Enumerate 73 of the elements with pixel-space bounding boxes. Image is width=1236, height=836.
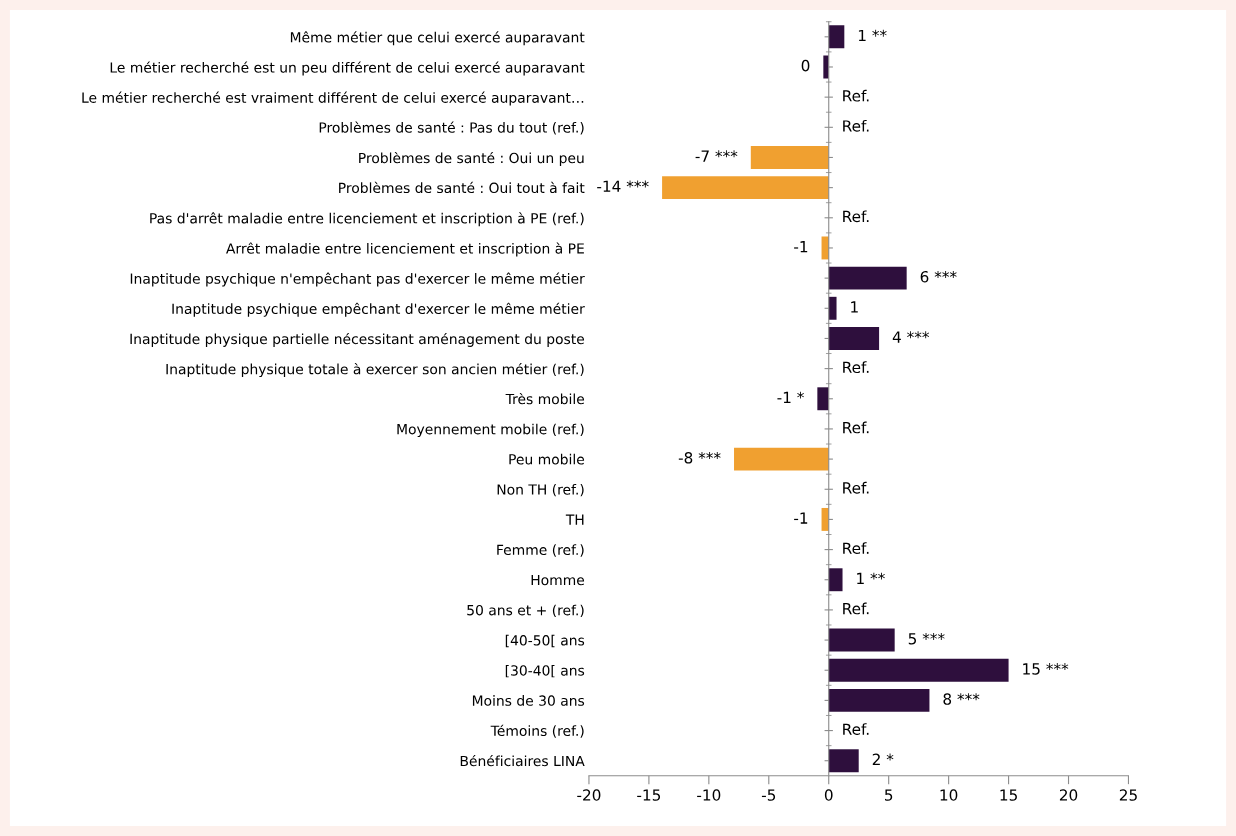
x-tick-label: 0 — [824, 789, 833, 801]
y-tick-label: Peu mobile — [509, 453, 585, 465]
y-tick-label: Femme (ref.) — [497, 544, 584, 557]
x-tick-label: 20 — [1059, 789, 1078, 801]
data-label: 1 ** — [858, 29, 887, 42]
data-label: -8 *** — [678, 451, 721, 464]
y-tick-label: [40-50[ ans — [505, 634, 585, 648]
data-label: 8 *** — [943, 693, 980, 705]
data-label: 1 — [851, 301, 858, 313]
text: Ref. — [843, 89, 869, 102]
x-tick-label: 10 — [940, 789, 958, 801]
y-tick-label: Problèmes de santé : Oui un peu — [359, 151, 584, 166]
data-label: -1 * — [777, 391, 804, 403]
x-tick-label: 25 — [1119, 789, 1137, 801]
text: Ref. — [843, 119, 869, 132]
y-tick-label: Bénéficiaires LINA — [460, 754, 585, 767]
y-tick-label: TH — [565, 514, 584, 525]
y-tick-label: Problèmes de santé : Pas du tout (ref.) — [319, 121, 584, 135]
y-tick-label: Problèmes de santé : Oui tout à fait — [339, 181, 585, 194]
y-tick-label: Très mobile — [505, 392, 585, 405]
y-tick-label: Moyennement mobile (ref.) — [397, 423, 584, 438]
bar — [828, 568, 843, 592]
data-label: -1 — [794, 241, 808, 253]
bar — [828, 326, 880, 350]
bar — [734, 447, 829, 471]
text: Ref. — [843, 361, 869, 374]
y-tick-label: Inaptitude psychique n'empêchant pas d'exercer le même métier — [130, 272, 585, 287]
x-tick-label: -15 — [637, 789, 661, 801]
y-tick-label: Non TH (ref.) — [497, 483, 584, 497]
data-label: 0 — [801, 59, 810, 72]
x-tick-label: 15 — [1000, 789, 1017, 801]
text: Ref. — [843, 421, 869, 434]
bar — [828, 658, 1009, 682]
text: Ref. — [843, 481, 869, 494]
text: Ref. — [843, 542, 869, 555]
bar — [662, 176, 829, 200]
y-tick-label: Arrêt maladie entre licenciement et inscription à PE — [226, 242, 584, 257]
data-label: 2 * — [872, 753, 894, 765]
bar — [828, 266, 907, 290]
data-label: 1 ** — [857, 572, 885, 584]
bar — [828, 25, 845, 49]
y-tick-label: Témoins (ref.) — [490, 724, 584, 738]
data-label: -1 — [794, 512, 808, 524]
y-tick-label: Moins de 30 ans — [472, 695, 585, 706]
y-tick-label: Le métier recherché est un peu différent de celui exercé auparavant — [110, 61, 585, 76]
data-label: 4 *** — [892, 331, 930, 343]
x-tick-label: -10 — [697, 789, 721, 801]
bar — [828, 296, 837, 320]
y-tick-label: Le métier recherché est vraiment différent de celui exercé auparavant… — [82, 91, 584, 106]
data-label: 6 *** — [920, 271, 957, 283]
y-tick-label: Inaptitude physique partielle nécessitant aménagement du poste — [130, 332, 585, 347]
y-tick-label: Homme — [531, 574, 585, 586]
text: Ref. — [843, 210, 869, 223]
bar — [750, 146, 829, 169]
x-tick-label: -5 — [761, 789, 776, 801]
y-tick-label: 50 ans et + (ref.) — [467, 604, 584, 618]
y-tick-label: Inaptitude physique totale à exercer son ancien métier (ref.) — [166, 363, 584, 378]
y-tick-label: [30-40[ ans — [505, 664, 585, 678]
data-label: 5 *** — [908, 632, 945, 645]
bar — [828, 749, 859, 773]
bar — [828, 628, 895, 652]
x-tick-label: 5 — [885, 789, 893, 801]
text: Ref. — [843, 602, 869, 615]
x-tick-label: -20 — [577, 789, 601, 801]
bar — [817, 387, 829, 411]
y-tick-label: Inaptitude psychique empêchant d'exercer le même métier — [172, 302, 585, 317]
text: Ref. — [843, 723, 869, 735]
data-label: -14 *** — [597, 180, 649, 192]
bar — [828, 688, 930, 712]
y-tick-label: Même métier que celui exercé auparavant — [290, 31, 585, 46]
data-label: 15 *** — [1023, 663, 1069, 675]
y-tick-label: Pas d'arrêt maladie entre licenciement et inscription à PE (ref.) — [150, 212, 584, 227]
data-label: -7 *** — [695, 150, 738, 162]
